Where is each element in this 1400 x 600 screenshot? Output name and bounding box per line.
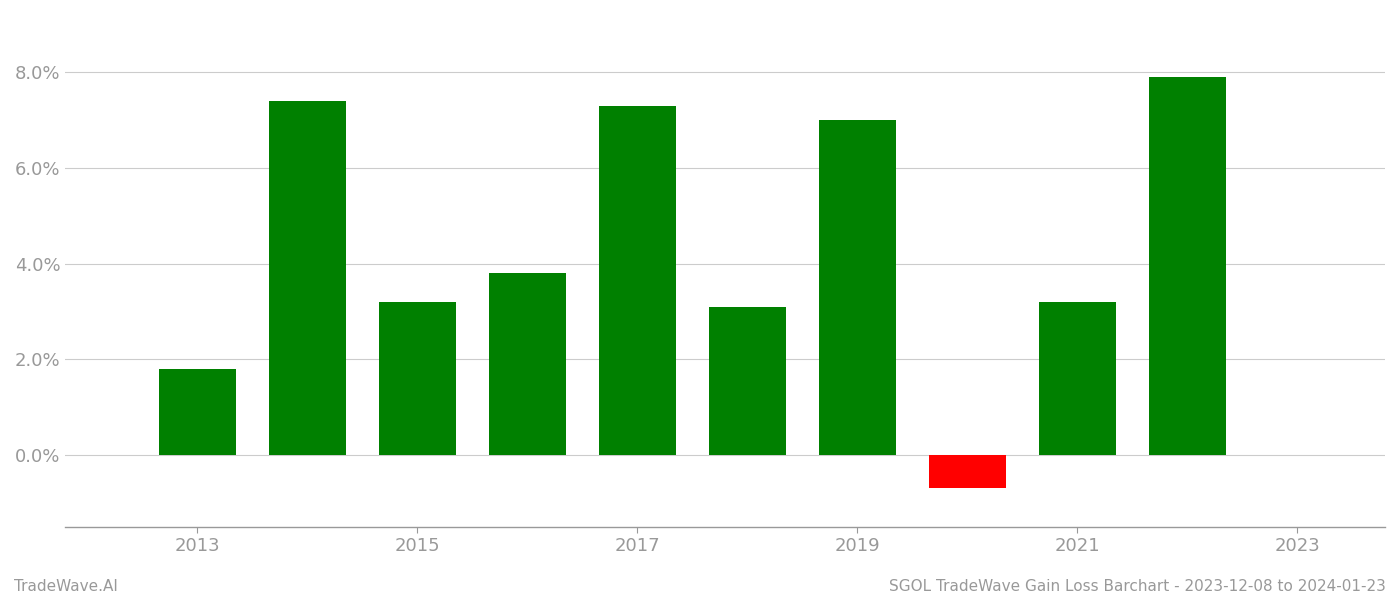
Bar (489, 273, 566, 455)
Bar (1039, 302, 1116, 455)
Bar (1148, 77, 1225, 455)
Bar (599, 106, 676, 455)
Bar (928, 455, 1005, 488)
Bar (379, 302, 456, 455)
Text: SGOL TradeWave Gain Loss Barchart - 2023-12-08 to 2024-01-23: SGOL TradeWave Gain Loss Barchart - 2023… (889, 579, 1386, 594)
Bar (708, 307, 785, 455)
Bar (269, 101, 346, 455)
Bar (160, 369, 237, 455)
Bar (819, 120, 896, 455)
Text: TradeWave.AI: TradeWave.AI (14, 579, 118, 594)
